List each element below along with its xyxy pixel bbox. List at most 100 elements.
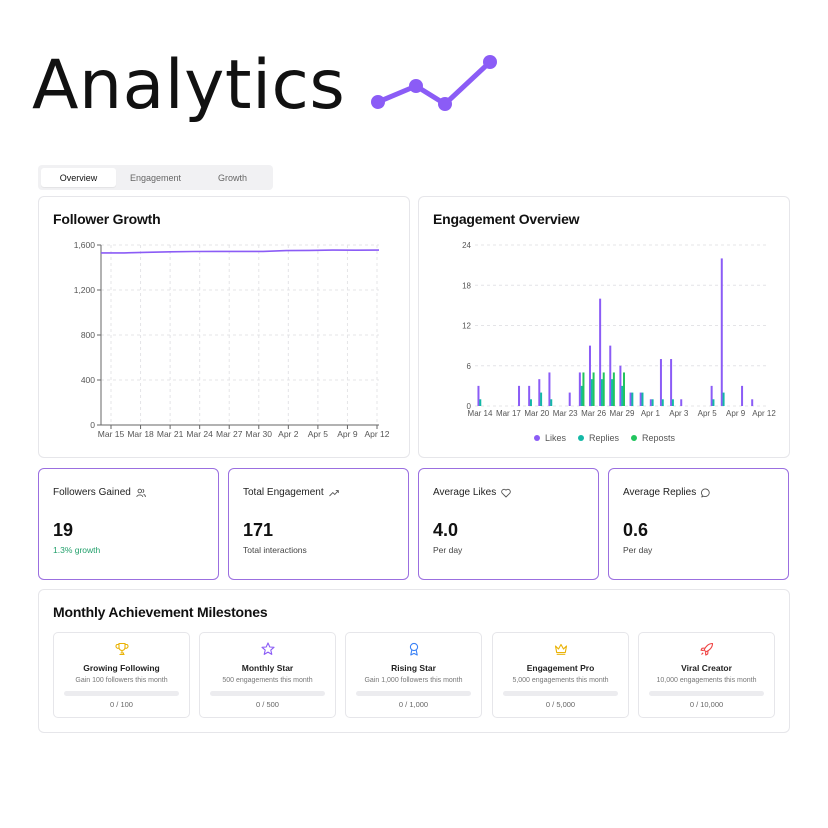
y-tick-label: 12 — [462, 322, 471, 331]
x-tick-label: Mar 23 — [553, 409, 578, 418]
y-tick-label: 800 — [81, 330, 95, 340]
milestone-progress-bar — [210, 691, 325, 696]
page-title: Analytics — [32, 46, 346, 125]
stat-followers-gained: Followers Gained 19 1.3% growth — [38, 468, 219, 580]
bar-replies — [590, 379, 593, 406]
bar-reposts — [582, 372, 585, 406]
bar-replies — [661, 399, 664, 406]
heart-icon — [501, 488, 511, 497]
stat-subtext: Total interactions — [243, 545, 307, 555]
stat-subtext: 1.3% growth — [53, 545, 101, 555]
bar-reposts — [592, 372, 595, 406]
bar-replies — [621, 385, 624, 406]
follower-growth-title: Follower Growth — [53, 211, 161, 227]
milestone-title: Growing Following — [83, 663, 160, 673]
bar-likes — [659, 359, 662, 406]
crown-icon — [554, 643, 568, 655]
stat-average-likes: Average Likes 4.0 Per day — [418, 468, 599, 580]
bar-likes — [568, 392, 571, 406]
tab-engagement[interactable]: Engagement — [129, 172, 182, 183]
bar-replies — [611, 379, 614, 406]
trending-up-icon — [328, 489, 339, 496]
x-tick-label: Apr 12 — [752, 409, 776, 418]
x-tick-label: Mar 20 — [524, 409, 549, 418]
bar-likes — [680, 399, 683, 406]
stat-value: 19 — [53, 520, 74, 540]
bar-likes — [588, 345, 591, 406]
bar-likes — [528, 385, 531, 406]
rocket-icon — [700, 642, 714, 656]
bar-likes — [741, 385, 744, 406]
milestone-progress-bar — [356, 691, 471, 696]
x-tick-label: Apr 12 — [364, 429, 389, 439]
chat-bubble-icon — [701, 488, 710, 497]
bar-likes — [599, 298, 602, 406]
milestone-engagement-pro: Engagement Pro 5,000 engagements this mo… — [492, 632, 629, 718]
bar-replies — [651, 399, 654, 406]
x-tick-label: Mar 29 — [610, 409, 635, 418]
x-tick-label: Mar 21 — [157, 429, 184, 439]
legend-label: Likes — [545, 433, 567, 443]
bar-replies — [529, 399, 532, 406]
milestone-description: Gain 100 followers this month — [75, 677, 168, 684]
milestone-progress-text: 0 / 100 — [110, 700, 133, 709]
x-tick-label: Apr 9 — [726, 409, 746, 418]
milestone-title: Viral Creator — [681, 663, 732, 673]
milestone-viral-creator: Viral Creator 10,000 engagements this mo… — [638, 632, 775, 718]
engagement-overview-card: Engagement Overview 0 6 12 18 24 Mar 14 Mar 1… — [418, 196, 790, 458]
bar-reposts — [612, 372, 615, 406]
milestone-title: Rising Star — [391, 663, 436, 673]
x-tick-label: Apr 5 — [698, 409, 718, 418]
milestone-progress-text: 0 / 5,000 — [545, 700, 576, 709]
bar-reposts — [623, 372, 625, 406]
milestone-description: 5,000 engagements this month — [512, 677, 609, 684]
trend-line-icon — [371, 55, 497, 111]
milestone-progress-bar — [64, 691, 179, 696]
x-tick-label: Mar 30 — [246, 429, 273, 439]
milestone-description: Gain 1,000 followers this month — [364, 677, 463, 684]
x-tick-label: Mar 27 — [216, 429, 243, 439]
y-tick-label: 6 — [467, 362, 472, 371]
star-icon — [261, 642, 275, 655]
milestone-description: 500 engagements this month — [222, 677, 313, 684]
follower-growth-line — [101, 249, 380, 254]
bar-likes — [538, 379, 541, 406]
legend-label: Reposts — [642, 433, 676, 443]
x-tick-label: Apr 2 — [278, 429, 299, 439]
x-tick-label: Apr 1 — [641, 409, 661, 418]
bar-likes — [720, 258, 723, 406]
x-tick-label: Mar 15 — [98, 429, 125, 439]
y-tick-label: 1,600 — [74, 240, 96, 250]
bar-likes — [629, 392, 632, 406]
bar-replies — [540, 392, 543, 406]
y-tick-label: 1,200 — [74, 285, 96, 295]
stat-value: 171 — [243, 520, 274, 540]
x-tick-label: Mar 17 — [496, 409, 521, 418]
stat-label: Average Replies — [623, 487, 697, 498]
tab-growth[interactable]: Growth — [217, 172, 247, 183]
bar-replies — [671, 399, 674, 406]
milestone-title: Monthly Star — [241, 663, 294, 673]
milestone-growing-following: Growing Following Gain 100 followers thi… — [53, 632, 190, 718]
milestone-progress-text: 0 / 500 — [256, 700, 279, 709]
bar-likes — [751, 399, 754, 406]
milestone-description: 10,000 engagements this month — [656, 677, 757, 684]
stat-subtext: Per day — [433, 545, 463, 555]
y-tick-label: 0 — [467, 402, 472, 411]
tab-overview[interactable]: Overview — [41, 168, 116, 187]
bar-likes — [477, 385, 480, 406]
bar-replies — [580, 385, 583, 406]
bar-replies — [550, 399, 553, 406]
tab-bar: Overview Engagement Growth — [38, 165, 273, 190]
trophy-icon — [115, 642, 129, 656]
stat-value: 0.6 — [623, 520, 649, 540]
milestone-rising-star: Rising Star Gain 1,000 followers this mo… — [345, 632, 482, 718]
bar-likes — [670, 359, 673, 406]
x-tick-label: Mar 18 — [127, 429, 154, 439]
bar-replies — [722, 392, 725, 406]
bar-likes — [639, 392, 642, 406]
y-tick-label: 0 — [90, 420, 95, 430]
stat-label: Followers Gained — [53, 487, 131, 498]
engagement-overview-title: Engagement Overview — [433, 211, 580, 227]
